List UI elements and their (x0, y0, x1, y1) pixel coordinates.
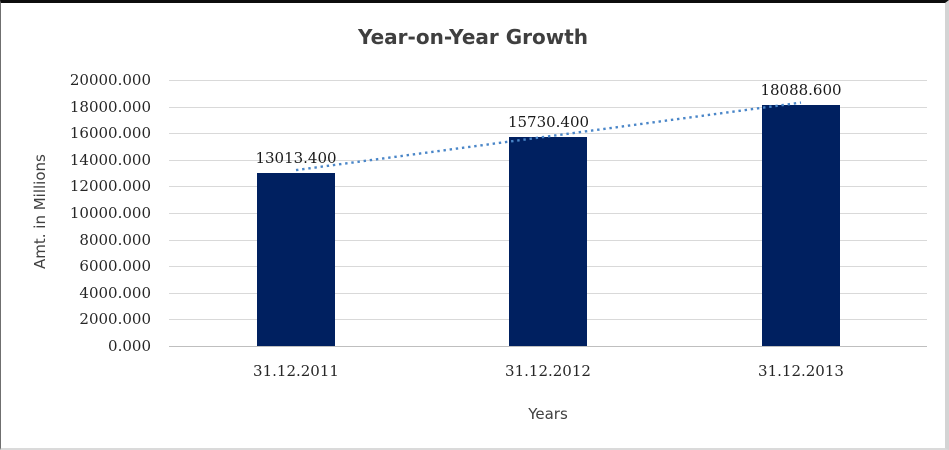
y-tick-label: 20000.000 (69, 71, 151, 89)
y-tick-label: 18000.000 (69, 98, 151, 116)
x-tick-label: 31.12.2011 (253, 362, 339, 380)
bar-2011 (257, 172, 335, 346)
y-tick-label: 14000.000 (69, 151, 151, 169)
x-axis-title: Years (528, 405, 568, 423)
y-tick-label: 6000.000 (79, 257, 151, 275)
data-label: 18088.600 (760, 81, 842, 100)
gridline (169, 80, 927, 81)
y-tick-label: 8000.000 (79, 231, 151, 249)
bar-2013 (762, 105, 840, 346)
x-axis-line (169, 346, 927, 347)
y-tick-label: 12000.000 (69, 177, 151, 195)
y-tick-label: 10000.000 (69, 204, 151, 222)
gridline (169, 133, 927, 135)
x-tick-label: 31.12.2012 (505, 362, 591, 380)
chart-title: Year-on-Year Growth (357, 25, 589, 49)
gridline (169, 106, 927, 108)
data-label: 15730.400 (507, 112, 590, 131)
data-label: 13013.400 (255, 148, 337, 167)
plot-area: 13013.400 15730.400 18088.600 (169, 80, 927, 347)
y-tick-label: 4000.000 (79, 284, 151, 302)
y-tick-label: 2000.000 (79, 310, 151, 328)
trendline (295, 101, 802, 172)
y-tick-label: 0.000 (108, 337, 151, 355)
y-tick-label: 16000.000 (69, 124, 151, 142)
bar-2012 (509, 136, 587, 346)
x-tick-label: 31.12.2013 (758, 362, 844, 380)
